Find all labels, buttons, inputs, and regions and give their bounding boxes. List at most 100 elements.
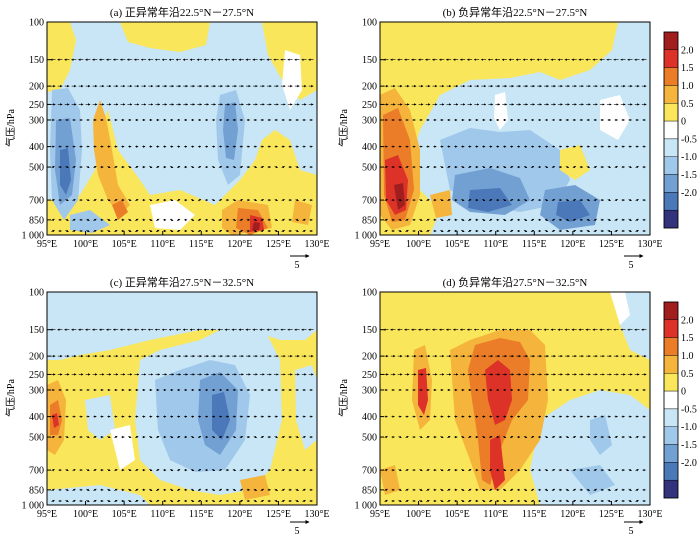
wind-vector bbox=[440, 218, 444, 221]
wind-vector bbox=[502, 198, 507, 202]
wind-vector bbox=[218, 469, 223, 472]
wind-vector bbox=[447, 469, 451, 472]
wind-vector bbox=[65, 198, 69, 202]
x-tick-label: 100°E bbox=[73, 509, 98, 520]
wind-vector bbox=[211, 165, 216, 169]
wind-vector bbox=[426, 469, 430, 472]
wind-vector bbox=[93, 218, 97, 222]
y-tick-label: 500 bbox=[29, 433, 44, 444]
wind-vector bbox=[274, 198, 278, 202]
colorbar-label: -0.5 bbox=[681, 134, 697, 145]
wind-vector bbox=[502, 499, 507, 503]
x-tick-label: 120°E bbox=[227, 509, 252, 520]
wind-vector bbox=[135, 199, 139, 202]
wind-vector bbox=[405, 229, 409, 233]
wind-vector bbox=[635, 435, 639, 439]
wind-vector bbox=[107, 468, 111, 472]
wind-vector bbox=[281, 435, 285, 439]
wind-vector bbox=[530, 499, 535, 503]
wind-vector bbox=[398, 435, 402, 439]
wind-vector bbox=[65, 165, 69, 169]
colorbar-label: -2.0 bbox=[681, 458, 697, 469]
x-tick-label: 105°E bbox=[445, 509, 470, 520]
wind-vector bbox=[405, 469, 409, 472]
wind-vector bbox=[593, 499, 597, 503]
colorbar-segment bbox=[663, 156, 679, 175]
wind-vector bbox=[447, 488, 451, 492]
wind-vector bbox=[260, 499, 264, 503]
wind-vector bbox=[218, 218, 223, 222]
wind-vector bbox=[419, 499, 423, 503]
wind-vector bbox=[197, 499, 202, 503]
wind-vector bbox=[544, 499, 549, 503]
wind-vector bbox=[114, 199, 118, 202]
wind-vector bbox=[635, 488, 639, 492]
y-axis: 100 150 200 250 300 400 500 700 850 1 000 bbox=[355, 288, 384, 512]
wind-vector bbox=[398, 165, 402, 169]
wind-vector bbox=[114, 469, 118, 472]
wind-vector bbox=[107, 499, 111, 503]
wind-vector bbox=[565, 488, 570, 491]
x-tick-label: 110°E bbox=[150, 509, 175, 520]
wind-vector bbox=[274, 499, 278, 503]
y-tick-label: 100 bbox=[362, 18, 377, 29]
wind-vector bbox=[295, 468, 299, 472]
wind-vector bbox=[218, 199, 223, 202]
svg-text:5: 5 bbox=[295, 526, 300, 537]
wind-vector bbox=[86, 165, 90, 169]
wind-vector bbox=[502, 468, 507, 472]
wind-vector bbox=[135, 469, 139, 472]
y-axis-label: 气压/hPa bbox=[4, 109, 17, 147]
wind-vector bbox=[551, 488, 556, 492]
wind-vector bbox=[51, 218, 55, 222]
wind-vector bbox=[607, 435, 611, 439]
colorbar-label: 0 bbox=[681, 117, 686, 128]
wind-vector bbox=[190, 165, 195, 169]
colorbar-label: 1.5 bbox=[681, 63, 694, 74]
wind-vector bbox=[190, 488, 195, 491]
x-axis: 95°E 100°E 105°E 110°E 115°E 120°E 125°E 130°E bbox=[370, 231, 663, 250]
wind-vector bbox=[544, 488, 549, 491]
wind-vector bbox=[65, 218, 69, 221]
wind-vector bbox=[461, 488, 465, 491]
wind-vector bbox=[128, 468, 132, 472]
wind-vector bbox=[128, 218, 132, 221]
x-tick-label: 130°E bbox=[637, 509, 662, 520]
wind-vector bbox=[461, 468, 465, 472]
wind-vector bbox=[419, 435, 423, 439]
wind-vector bbox=[635, 218, 639, 222]
wind-vector bbox=[398, 198, 402, 202]
wind-vector bbox=[86, 499, 90, 503]
x-tick-label: 130°E bbox=[304, 239, 329, 250]
wind-vector bbox=[232, 468, 237, 472]
wind-vector bbox=[72, 218, 76, 222]
wind-vector bbox=[155, 199, 160, 202]
wind-vector bbox=[169, 229, 174, 233]
wind-vector bbox=[384, 218, 388, 222]
wind-vector bbox=[260, 435, 264, 439]
panel-title: (d) 负异常年沿27.5°N－32.5°N bbox=[443, 275, 588, 289]
wind-vector bbox=[635, 199, 639, 202]
x-tick-label: 130°E bbox=[637, 239, 662, 250]
wind-vector bbox=[502, 435, 507, 439]
wind-vector bbox=[281, 199, 285, 202]
wind-vector bbox=[509, 199, 514, 202]
wind-vector bbox=[565, 218, 570, 221]
y-tick-label: 500 bbox=[29, 163, 44, 174]
wind-vector bbox=[607, 468, 611, 472]
wind-vector bbox=[440, 499, 444, 503]
x-tick-label: 105°E bbox=[112, 239, 137, 250]
wind-vector bbox=[419, 468, 423, 472]
wind-vector bbox=[281, 229, 285, 233]
wind-vector bbox=[565, 499, 570, 503]
wind-vector bbox=[260, 229, 264, 233]
wind-vector bbox=[93, 435, 97, 439]
wind-vector bbox=[544, 198, 549, 202]
wind-vector bbox=[232, 435, 237, 439]
wind-vector bbox=[232, 499, 237, 503]
wind-vector bbox=[565, 198, 570, 202]
y-tick-label: 100 bbox=[362, 288, 377, 299]
wind-vector bbox=[72, 435, 76, 439]
colorbar-label: -1.5 bbox=[681, 440, 697, 451]
wind-vector bbox=[169, 218, 174, 221]
